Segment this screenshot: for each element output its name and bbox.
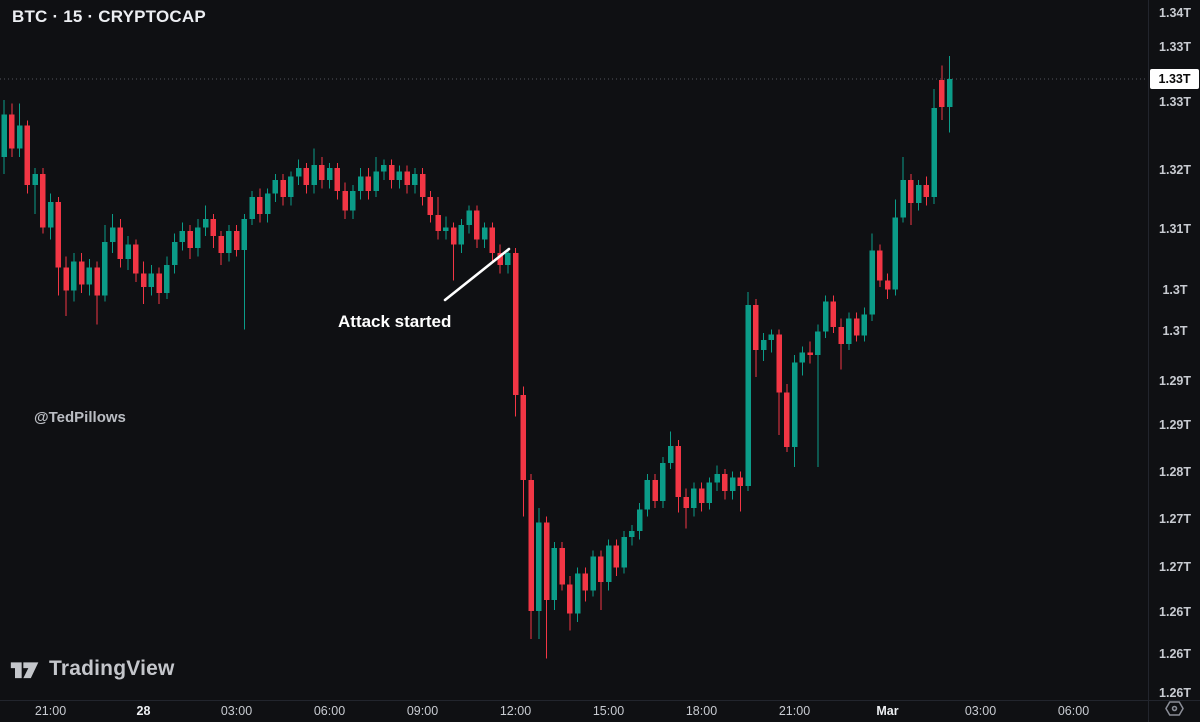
time-tick-label: 21:00 (779, 704, 810, 718)
time-tick-label: 12:00 (500, 704, 531, 718)
tradingview-logo-text: TradingView (49, 657, 175, 681)
time-tick-label: 18:00 (686, 704, 717, 718)
current-price-label: 1.33T (1150, 69, 1199, 89)
time-tick-label: 21:00 (35, 704, 66, 718)
annotation-text[interactable]: Attack started (338, 312, 451, 332)
price-tick-label: 1.29T (1149, 373, 1200, 389)
price-tick-label: 1.26T (1149, 646, 1200, 662)
time-tick-label: 03:00 (221, 704, 252, 718)
price-tick-label: 1.3T (1149, 323, 1200, 339)
time-tick-label: 06:00 (314, 704, 345, 718)
hexagon-settings-icon (1165, 699, 1184, 718)
time-tick-label: 28 (137, 704, 151, 718)
tradingview-chart-window: BTC · 15 · CRYPTOCAP @TedPillows Attack … (0, 0, 1200, 722)
time-axis[interactable]: 21:00 28 03:00 06:00 09:00 12:00 15:00 18:00 21:… (0, 700, 1200, 722)
price-axis[interactable]: 1.34T 1.33T 1.33T 1.32T 1.31T 1.3T 1.3T 1.29T 1.… (1148, 0, 1200, 722)
tradingview-logo[interactable]: TradingView (10, 656, 175, 682)
candlestick-chart[interactable] (0, 0, 1148, 700)
price-tick-label: 1.29T (1149, 417, 1200, 433)
candles-series (1, 56, 952, 658)
price-tick-label: 1.27T (1149, 559, 1200, 575)
price-tick-label: 1.31T (1149, 221, 1200, 237)
time-tick-label: 06:00 (1058, 704, 1089, 718)
watermark-handle: @TedPillows (34, 409, 126, 426)
time-tick-label: 09:00 (407, 704, 438, 718)
symbol-title[interactable]: BTC · 15 · CRYPTOCAP (12, 7, 206, 27)
price-tick-label: 1.27T (1149, 511, 1200, 527)
price-tick-label: 1.33T (1149, 94, 1200, 110)
price-tick-label: 1.32T (1149, 162, 1200, 178)
axis-settings-button[interactable] (1163, 698, 1185, 718)
price-tick-label: 1.26T (1149, 604, 1200, 620)
price-tick-label: 1.34T (1149, 5, 1200, 21)
annotation-line[interactable] (445, 249, 509, 300)
price-tick-label: 1.33T (1149, 39, 1200, 55)
price-tick-label: 1.3T (1149, 282, 1200, 298)
time-tick-label: 03:00 (965, 704, 996, 718)
price-tick-label: 1.28T (1149, 464, 1200, 480)
tradingview-logo-icon (10, 656, 40, 682)
time-tick-label: 15:00 (593, 704, 624, 718)
time-tick-label: Mar (876, 704, 898, 718)
